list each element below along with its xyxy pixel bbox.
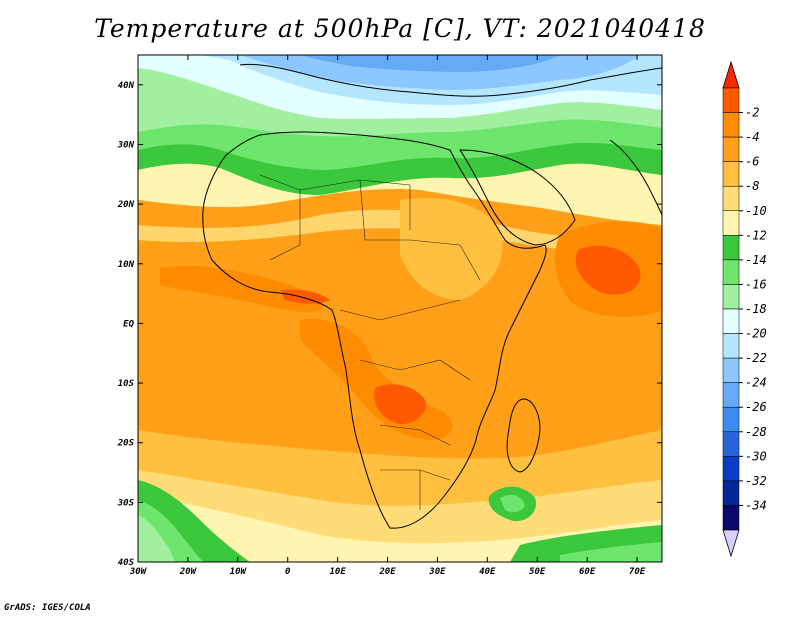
colorbar-segment (722, 284, 740, 310)
colorbar-label: -8 (745, 179, 759, 193)
latitude-labels: 40N 30N 20N 10N EQ 10S 20S 30S 40S (117, 81, 135, 568)
colorbar-label: -26 (745, 400, 767, 414)
map-frame (137, 54, 663, 563)
colorbar-segment (722, 456, 740, 482)
colorbar-label: -20 (745, 327, 767, 341)
lat-tick-label: 10S (118, 379, 135, 389)
colorbar-segment (722, 136, 740, 162)
colorbar-label: -22 (745, 351, 767, 365)
band-minus10 (138, 209, 662, 252)
map-title: Temperature at 500hPa [C], VT: 202104041… (94, 14, 706, 43)
colorbar-segment (722, 357, 740, 383)
lat-tick-label: 20N (117, 200, 135, 210)
lat-tick-label: 40N (118, 81, 135, 91)
colorbar-segment (722, 87, 740, 113)
lon-tick-label: 10E (329, 567, 346, 577)
longitude-labels: 30W 20W 10W 0 10E 20E 30E 40E 50E 60E 70E (129, 567, 646, 577)
lon-tick-label: 30W (129, 567, 148, 577)
lat-tick-label: 20S (117, 439, 135, 449)
colorbar-segment (722, 505, 740, 531)
lon-tick-label: 60E (579, 567, 596, 577)
colorbar-segment (722, 161, 740, 187)
border-line (359, 359, 471, 381)
border-line (339, 299, 461, 321)
coastlines (202, 63, 662, 529)
colorbar-label: -28 (745, 425, 767, 439)
lon-tick-label: 10W (230, 567, 248, 577)
india-coastline (609, 139, 662, 216)
colorbar-segment (722, 333, 740, 359)
patch-mozambique (500, 494, 525, 513)
lon-tick-label: 20W (179, 567, 198, 577)
border-line (379, 424, 451, 446)
grads-credit: GrADS: IGES/COLA (4, 603, 91, 613)
africa-coastline (202, 131, 547, 529)
lat-tick-label: EQ (123, 319, 134, 329)
lon-tick-label: 50E (529, 567, 546, 577)
country-borders (259, 174, 481, 510)
patch-arabian-core (575, 245, 641, 295)
patch-guinea (280, 289, 330, 304)
lon-tick-label: 20E (378, 567, 396, 577)
colorbar-segment (722, 431, 740, 457)
colorbar-segment (722, 259, 740, 285)
band-south-minus18 (138, 515, 175, 562)
lat-tick-label: 40S (118, 558, 135, 568)
colorbar-segment (722, 480, 740, 506)
colorbar-top-arrow (722, 60, 740, 89)
lon-tick-label: 40E (479, 567, 496, 577)
lat-tick-label: 30N (117, 140, 135, 150)
colorbar-segment (722, 235, 740, 261)
lon-tick-label: 70E (629, 567, 646, 577)
colorbar-label: -2 (745, 106, 759, 120)
border-line (359, 179, 410, 241)
colorbar-segment (722, 185, 740, 212)
madagascar-coastline (506, 398, 541, 473)
colorbar-label: -30 (745, 449, 767, 463)
patch-angola (374, 384, 426, 425)
colorbar-label: -34 (745, 498, 767, 512)
lat-tick-label: 30S (117, 498, 135, 508)
colorbar: -2 -4 -6 -8 -10 -12 -14 -16 -18 -20 -22 -24 -26 -28 -3… (722, 60, 767, 558)
colorbar-segment (722, 382, 740, 408)
patch-west-africa (160, 265, 323, 312)
arabia-coastline (459, 149, 576, 246)
colorbar-label: -18 (745, 302, 767, 316)
colorbar-bottom-arrow (722, 529, 740, 558)
band-minus26 (300, 55, 560, 72)
border-line (269, 190, 301, 261)
colorbar-segment (722, 210, 740, 236)
colorbar-label: -12 (745, 228, 767, 242)
europe-coastline (239, 63, 662, 97)
colorbar-label: -32 (745, 474, 767, 488)
colorbar-label: -6 (745, 155, 759, 169)
colorbar-segment (722, 308, 740, 334)
lon-tick-label: 30E (428, 567, 446, 577)
band-southeast-minus16 (560, 542, 662, 562)
colorbar-label: -10 (745, 204, 767, 218)
border-line (409, 239, 481, 281)
colorbar-label: -4 (745, 130, 759, 144)
colorbar-segment (722, 112, 740, 138)
colorbar-segment (722, 406, 740, 433)
colorbar-label: -24 (745, 376, 767, 390)
colorbar-label: -16 (745, 277, 767, 291)
axis-ticks (137, 55, 662, 563)
colorbar-label: -14 (745, 253, 767, 267)
lat-tick-label: 10N (118, 260, 135, 270)
lon-tick-label: 0 (285, 567, 291, 577)
temperature-field (138, 55, 662, 562)
